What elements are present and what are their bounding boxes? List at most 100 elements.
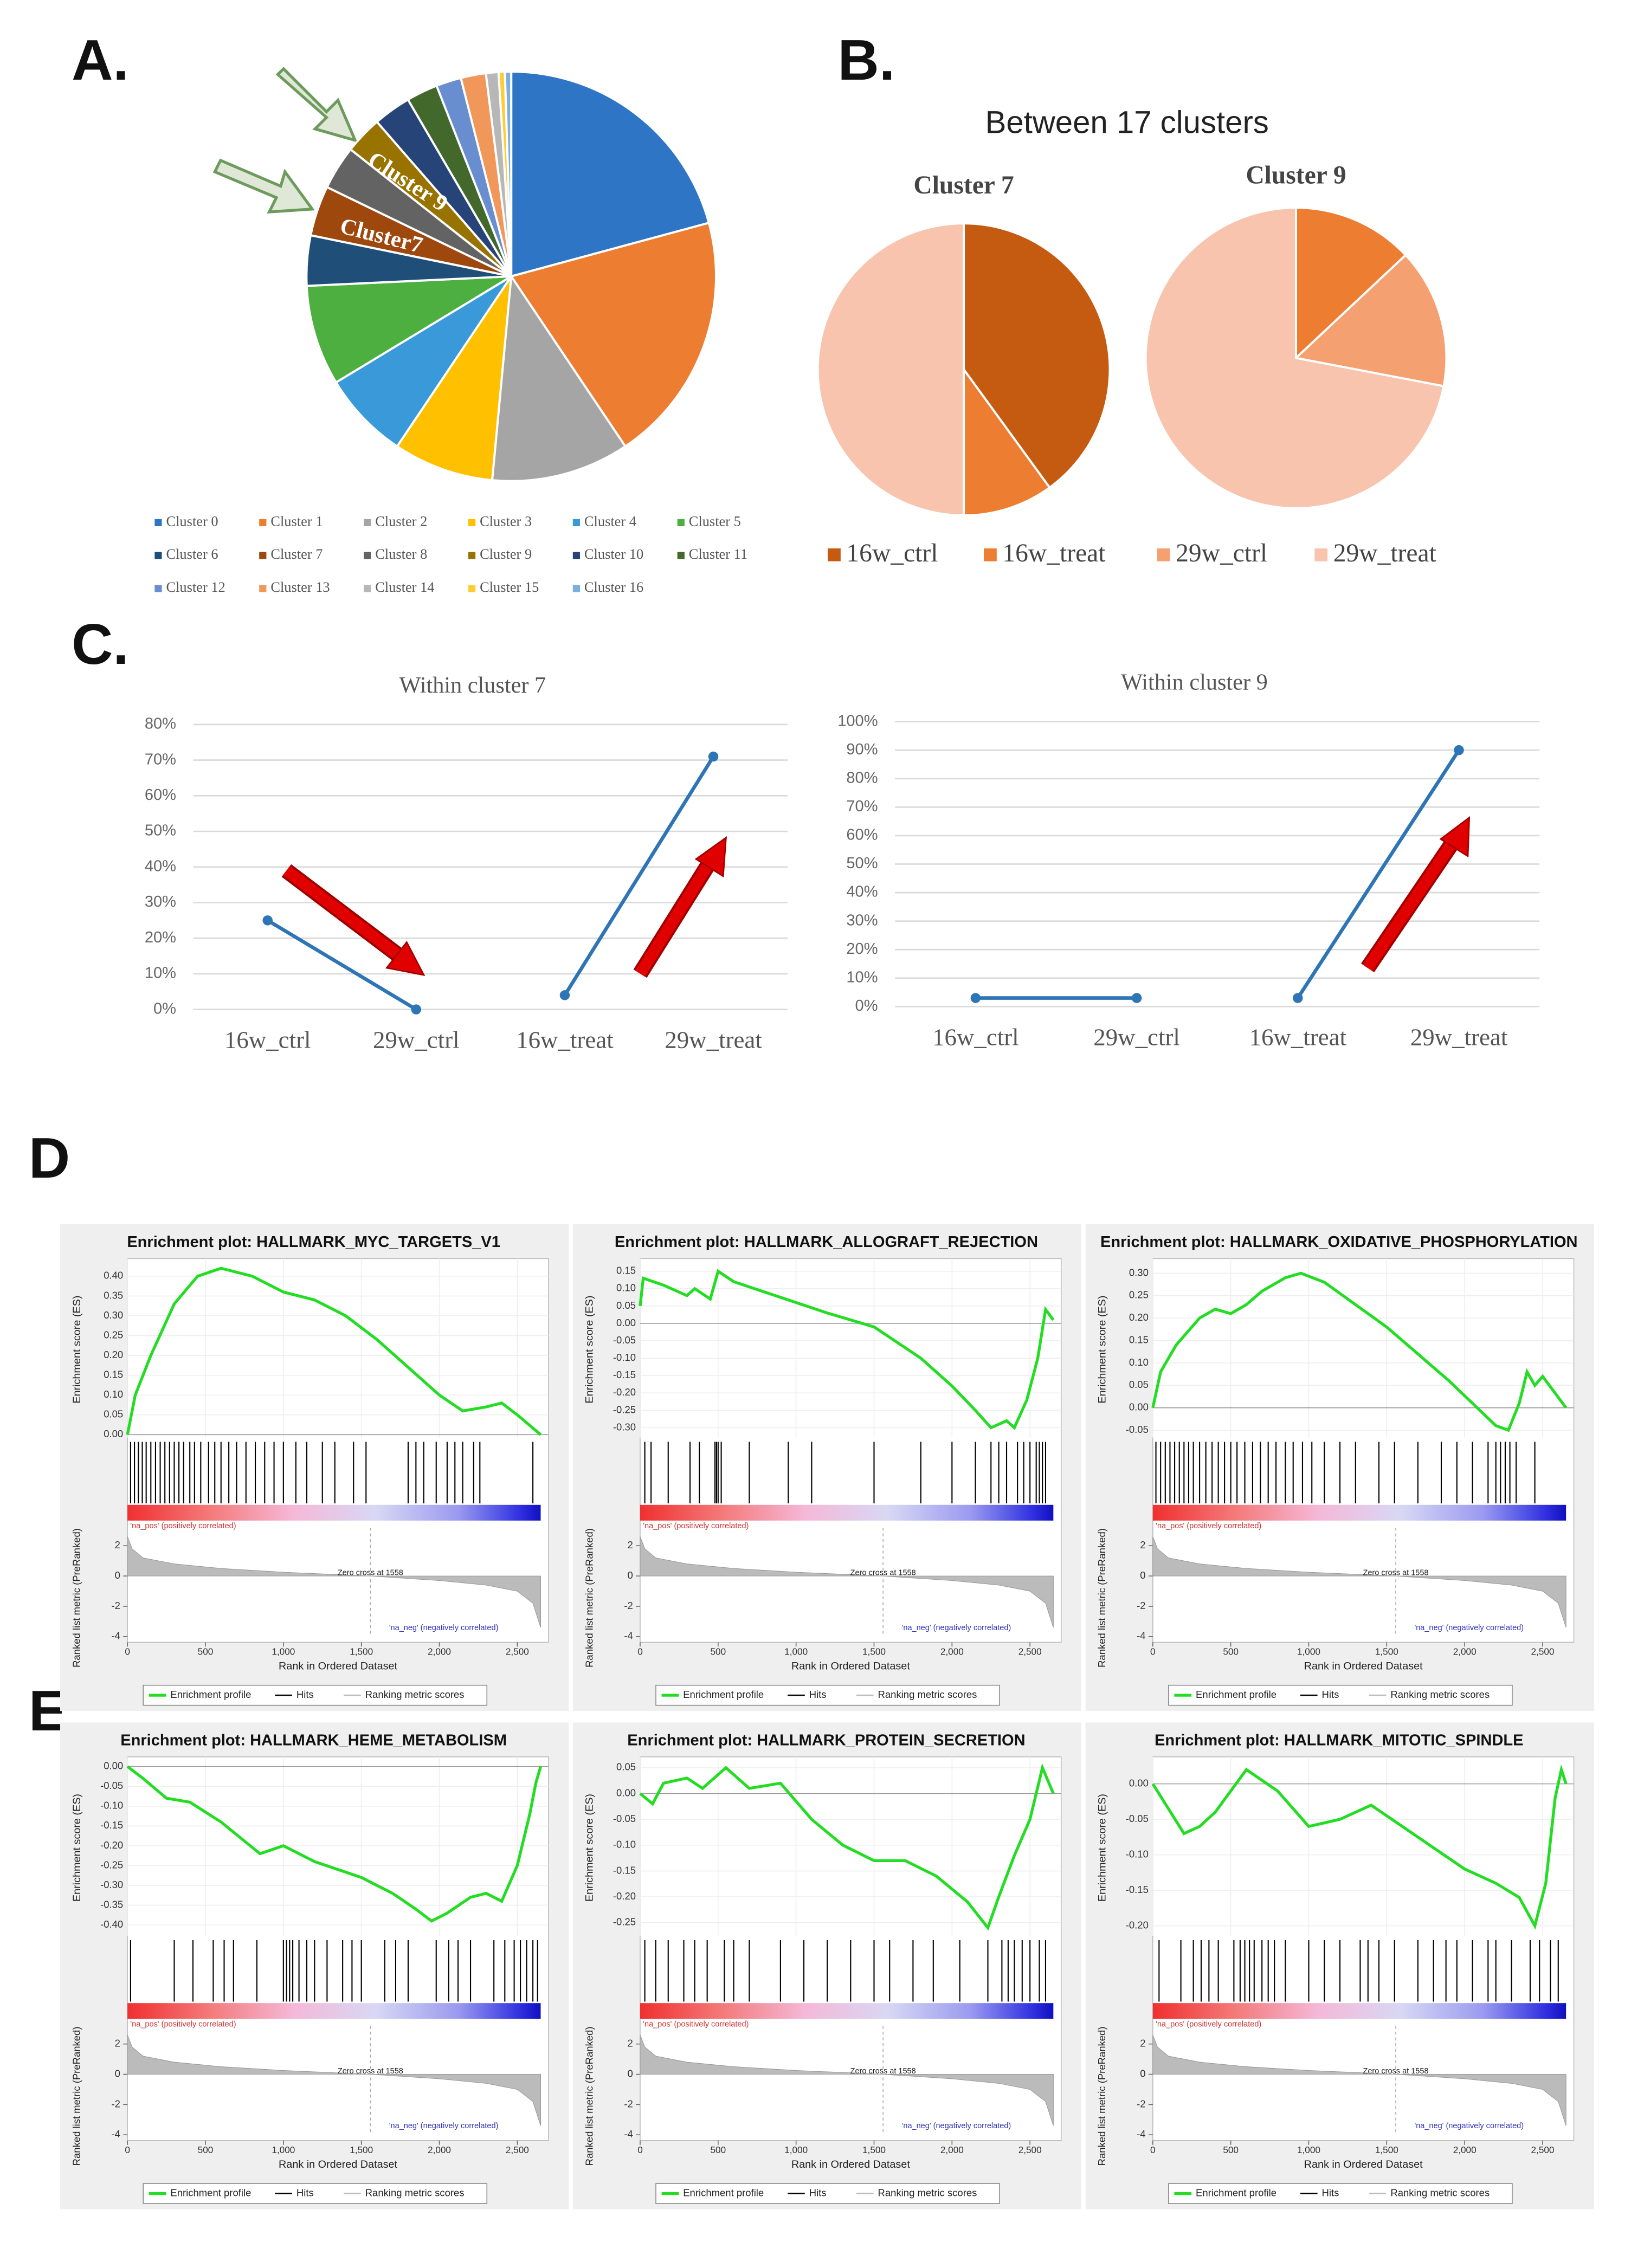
pie-slice: [491, 273, 627, 482]
y-tick-label: 0.15: [1129, 1334, 1149, 1345]
y-tick-label: 0.25: [104, 1329, 123, 1340]
y-tick-label: 30%: [846, 912, 878, 929]
legend-swatch: [364, 519, 371, 526]
y-tick-label: -0.30: [613, 1421, 636, 1432]
y-tick-label: -0.20: [613, 1890, 636, 1902]
x-tick-label: 2,000: [428, 2144, 451, 2155]
legend-swatch: [154, 519, 162, 526]
x-tick-label: 2,500: [1531, 2144, 1555, 2155]
y-tick-label: 0.35: [104, 1289, 123, 1301]
y-axis-label: Ranked list metric (PreRanked): [583, 1528, 595, 1668]
pie-slice: [334, 275, 512, 448]
data-point: [262, 915, 273, 926]
data-point: [411, 1004, 422, 1015]
y-tick-label: 0%: [855, 997, 878, 1015]
x-tick-label: 16w_treat: [1249, 1023, 1347, 1050]
rank-heatmap: [640, 1504, 1054, 1521]
legend-swatch: [677, 552, 685, 559]
legend-label: Hits: [809, 1689, 827, 1700]
pie-slice: [816, 222, 965, 517]
y-tick-label: 2: [1140, 1539, 1145, 1550]
y-tick-label: 90%: [846, 741, 878, 758]
pos-label: 'na_pos' (positively correlated): [1156, 2020, 1261, 2029]
legend-label: Cluster 1: [270, 513, 323, 529]
x-tick-label: 2,500: [1018, 2144, 1042, 2155]
y-tick-label: 60%: [846, 826, 878, 844]
y-tick-label: -2: [111, 2098, 120, 2109]
y-tick-label: 0.40: [104, 1270, 123, 1281]
y-tick-label: -4: [624, 1630, 633, 1642]
y-tick-label: 0.15: [616, 1265, 636, 1276]
y-tick-label: -0.15: [1126, 1884, 1149, 1895]
zero-cross-label: Zero cross at 1558: [1363, 1569, 1428, 1578]
trend-arrow: [283, 865, 408, 964]
y-tick-label: -0.15: [613, 1864, 636, 1876]
x-tick-label: 16w_treat: [516, 1026, 614, 1054]
data-line: [563, 755, 715, 997]
pos-label: 'na_pos' (positively correlated): [130, 1522, 236, 1530]
y-tick-label: 30%: [145, 893, 176, 910]
x-tick-label: 1,500: [350, 2144, 373, 2155]
y-tick-label: 2: [115, 2038, 120, 2049]
y-axis-label: Enrichment score (ES): [584, 1794, 596, 1902]
rank-heatmap: [127, 2003, 541, 2019]
y-tick-label: 0.05: [616, 1761, 636, 1773]
y-tick-label: 0.20: [104, 1349, 123, 1360]
y-tick-label: -0.10: [100, 1800, 123, 1811]
trend-arrow: [635, 856, 717, 977]
legend-label: Hits: [296, 1689, 314, 1700]
enrichment-profile: [639, 1269, 1055, 1430]
legend-box: [143, 1684, 488, 1706]
y-tick-label: 0.25: [1129, 1289, 1149, 1301]
rank-heatmap: [127, 1504, 541, 1521]
y-tick-label: 0: [627, 2067, 633, 2079]
x-tick-label: 1,000: [784, 1646, 808, 1657]
x-tick-label: 1,500: [862, 2144, 886, 2155]
legend-swatch: [677, 519, 685, 526]
x-tick-label: 0: [1150, 2144, 1156, 2155]
legend-label: Cluster 6: [166, 546, 218, 562]
y-tick-label: 0%: [153, 1000, 176, 1017]
x-tick-label: 2,000: [940, 2144, 964, 2155]
x-tick-label: 500: [710, 1646, 726, 1657]
data-point: [970, 993, 981, 1003]
neg-label: 'na_neg' (negatively correlated): [902, 2122, 1011, 2130]
x-tick-label: 500: [198, 1646, 214, 1657]
x-axis-label: Rank in Ordered Dataset: [279, 1660, 397, 1672]
rank-heatmap: [640, 2003, 1054, 2019]
legend-swatch: [1157, 548, 1170, 561]
x-tick-label: 1,500: [1375, 1646, 1398, 1657]
pointer-arrow: [275, 67, 358, 143]
y-tick-label: 50%: [145, 822, 176, 839]
y-tick-label: 0.05: [104, 1408, 123, 1420]
y-tick-label: -0.10: [613, 1839, 636, 1850]
neg-label: 'na_neg' (negatively correlated): [389, 1624, 499, 1632]
y-tick-label: 0.10: [616, 1282, 636, 1294]
legend-swatch: [572, 552, 581, 559]
y-tick-label: 60%: [145, 786, 176, 804]
x-tick-label: 29w_ctrl: [1093, 1023, 1180, 1050]
zero-cross-label: Zero cross at 1558: [338, 2067, 403, 2076]
y-tick-label: 80%: [846, 769, 878, 786]
chart-title: Enrichment plot: HALLMARK_MYC_TARGETS_V1: [127, 1233, 500, 1251]
x-tick-label: 29w_ctrl: [373, 1026, 460, 1054]
legend-label: Ranking metric scores: [365, 2187, 465, 2198]
y-axis-label: Ranked list metric (PreRanked): [1096, 2027, 1107, 2166]
enrichment-profile: [126, 1765, 543, 1923]
legend-swatch: [364, 552, 371, 559]
y-tick-label: -0.25: [613, 1916, 636, 1928]
y-tick-label: 0.00: [104, 1760, 123, 1772]
y-axis-label: Ranked list metric (PreRanked): [583, 2027, 595, 2166]
y-tick-label: -0.05: [1126, 1424, 1149, 1435]
panel-label: B.: [838, 28, 895, 92]
y-tick-label: -0.30: [100, 1879, 123, 1890]
legend-label: Enrichment profile: [170, 2187, 251, 2198]
y-tick-label: 0.30: [104, 1309, 123, 1321]
data-point: [708, 751, 719, 762]
trend-arrow: [1363, 836, 1460, 971]
data-point: [1131, 993, 1142, 1003]
y-tick-label: 0.00: [1129, 1401, 1149, 1413]
x-tick-label: 1,500: [862, 1646, 886, 1657]
legend-label: Ranking metric scores: [878, 1689, 977, 1700]
pie-slice: [1295, 206, 1408, 361]
